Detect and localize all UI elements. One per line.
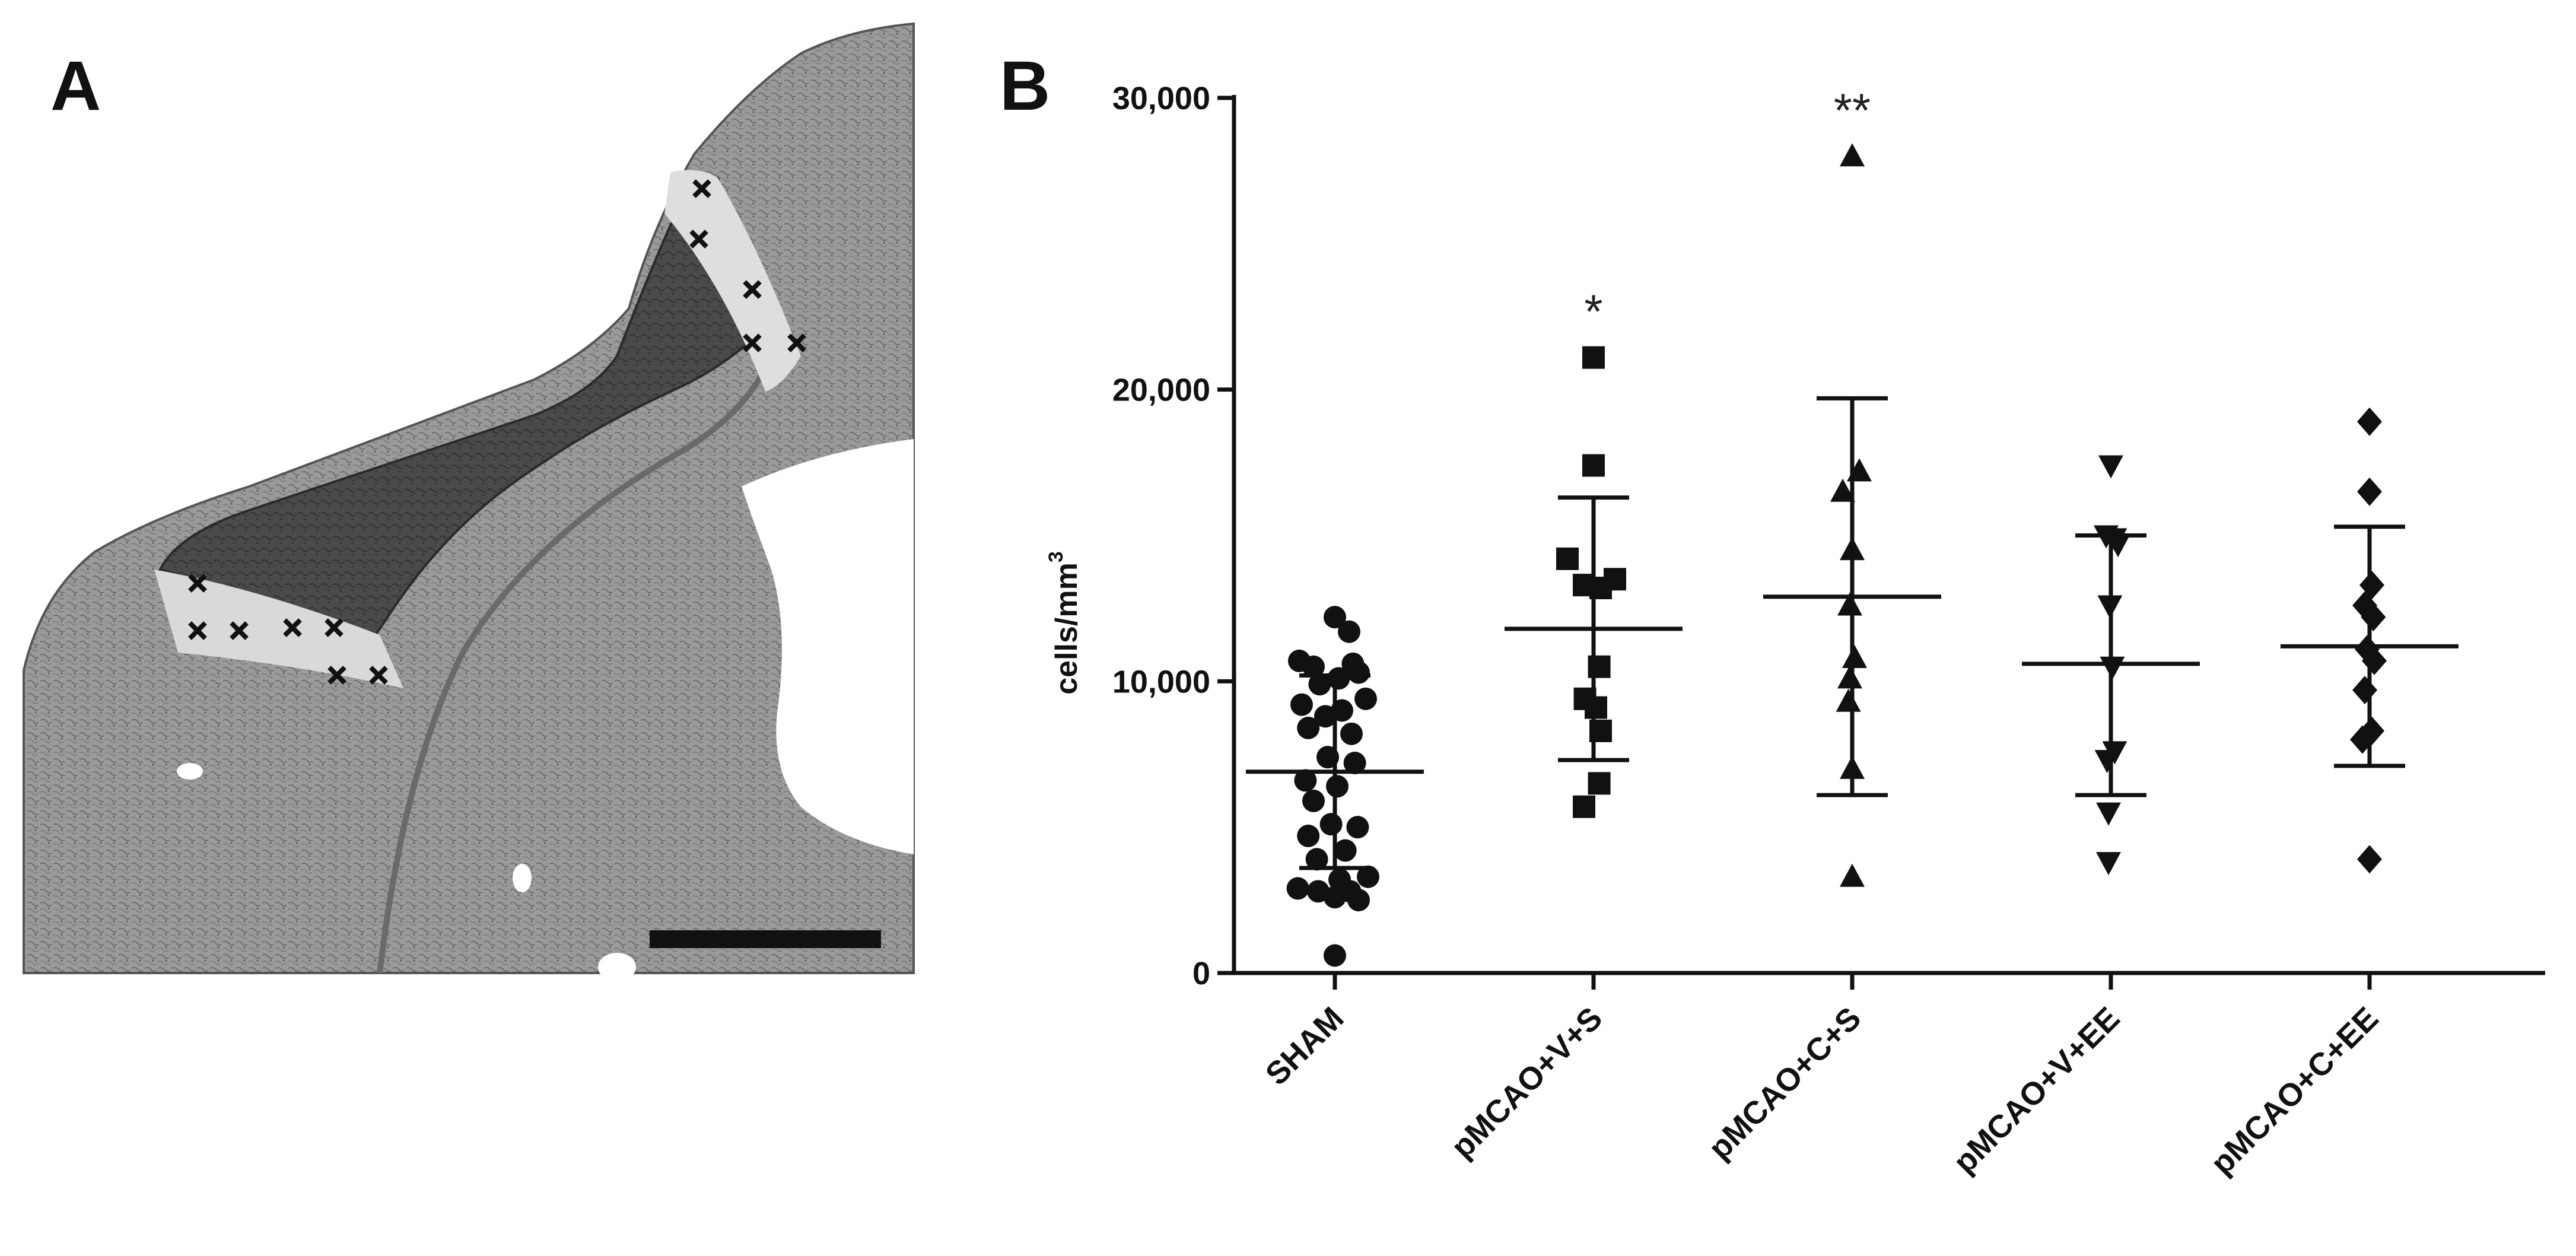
data-point-square xyxy=(1573,795,1595,818)
data-point-circle xyxy=(1324,886,1346,909)
data-point-triangle-up xyxy=(1830,478,1855,502)
data-point-circle xyxy=(1324,606,1346,629)
data-point-circle xyxy=(1346,816,1369,839)
x-tick-label: pMCAO+V+EE xyxy=(1947,1000,2126,1180)
data-point-triangle-down xyxy=(2098,455,2123,479)
data-point-square xyxy=(1588,655,1611,678)
data-points xyxy=(1286,143,2387,967)
data-point-circle xyxy=(1302,789,1325,812)
data-point-circle xyxy=(1347,661,1370,684)
data-point-square xyxy=(1582,346,1605,369)
y-axis-label: cells/mm3 xyxy=(1045,551,1084,695)
data-point-diamond xyxy=(2357,407,2382,436)
data-point-triangle-down xyxy=(2096,852,2121,876)
data-point-circle xyxy=(1347,889,1370,912)
data-point-diamond xyxy=(2357,845,2382,874)
data-point-square xyxy=(1556,547,1579,570)
data-point-circle xyxy=(1308,673,1331,696)
data-point-circle xyxy=(1340,722,1363,745)
x-tick-label: pMCAO+C+S xyxy=(1702,1000,1868,1166)
data-point-circle xyxy=(1314,705,1337,728)
x-tick-label: pMCAO+C+EE xyxy=(2204,1000,2386,1182)
x-tick-label: pMCAO+V+S xyxy=(1445,1000,1610,1165)
data-point-square xyxy=(1582,454,1605,477)
y-axis: 0 10,000 20,000 30,000 xyxy=(1112,81,1236,991)
scale-bar xyxy=(650,930,881,948)
data-point-square xyxy=(1585,696,1607,719)
mean-sd-bars xyxy=(1246,396,2459,870)
data-point-diamond xyxy=(2357,477,2382,506)
x-tick-label: SHAM xyxy=(1259,1000,1351,1092)
data-point-diamond xyxy=(2359,571,2384,600)
data-point-circle xyxy=(1357,865,1379,888)
data-point-circle xyxy=(1294,769,1317,792)
data-point-square xyxy=(1588,772,1611,795)
data-point-circle xyxy=(1297,717,1320,739)
panel-b-letter: B xyxy=(1000,47,1050,125)
data-point-circle xyxy=(1290,693,1313,716)
data-point-circle xyxy=(1354,687,1377,710)
data-point-triangle-up xyxy=(1837,665,1862,689)
data-point-diamond xyxy=(2352,676,2377,705)
panel-a-letter: A xyxy=(50,47,101,125)
significance-marks: *** xyxy=(1584,84,1871,338)
data-point-circle xyxy=(1305,848,1328,871)
y-tick-label: 20,000 xyxy=(1112,373,1210,408)
y-tick-label: 10,000 xyxy=(1112,664,1210,699)
data-point-circle xyxy=(1334,839,1357,862)
data-point-triangle-down xyxy=(2094,750,2120,774)
significance-mark: * xyxy=(1584,285,1602,338)
data-point-circle xyxy=(1302,655,1325,678)
data-point-circle xyxy=(1338,620,1360,643)
data-point-triangle-up xyxy=(1840,143,1865,167)
y-tick-label: 0 xyxy=(1192,956,1210,991)
data-point-circle xyxy=(1326,775,1349,798)
data-point-circle xyxy=(1297,824,1320,847)
data-point-triangle-up xyxy=(1842,645,1867,668)
significance-mark: ** xyxy=(1834,84,1871,136)
data-point-triangle-up xyxy=(1837,592,1862,616)
data-point-circle xyxy=(1343,752,1366,774)
data-point-triangle-up xyxy=(1836,688,1861,712)
y-axis-label-superscript: 3 xyxy=(1045,551,1067,562)
y-axis-label-text: cells/mm xyxy=(1050,562,1084,695)
sampling-marks xyxy=(188,179,806,685)
data-point-circle xyxy=(1324,944,1346,967)
scatter-chart: B 0 10,000 20,000 30,000 SHAM pMCAO+V+S pMCAO… xyxy=(1000,47,2545,1182)
data-point-circle xyxy=(1319,813,1343,836)
peri-lesion-zone-upper xyxy=(664,170,801,392)
x-axis: SHAM pMCAO+V+S pMCAO+C+S pMCAO+V+EE pMCAO+C+… xyxy=(1234,971,2545,1182)
y-tick-label: 30,000 xyxy=(1112,81,1210,116)
data-point-triangle-up xyxy=(1840,863,1865,887)
data-point-circle xyxy=(1327,667,1350,690)
data-point-circle xyxy=(1286,877,1309,900)
peri-lesion-zone-lower xyxy=(154,570,403,688)
data-point-diamond xyxy=(2361,603,2386,632)
data-point-triangle-down xyxy=(2096,802,2121,826)
lesion-core xyxy=(158,176,761,648)
brain-section-micrograph: A xyxy=(23,22,915,981)
